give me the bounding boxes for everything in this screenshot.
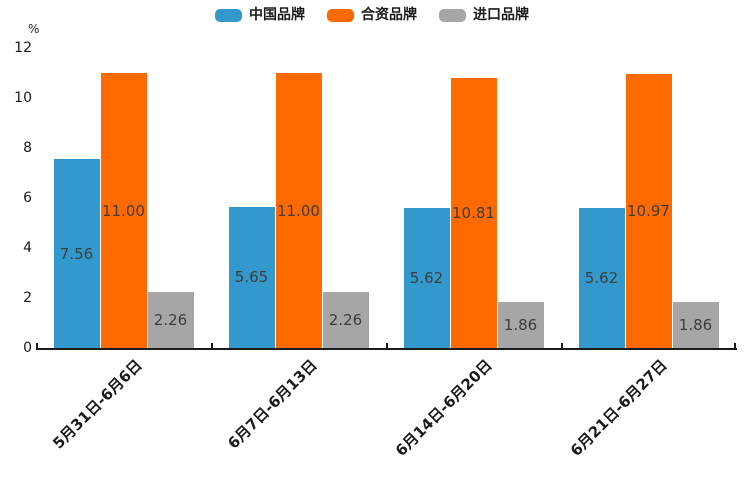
y-tick-label: 10	[14, 90, 32, 106]
bar-value-label: 5.62	[409, 268, 444, 287]
y-tick-label: 2	[23, 290, 32, 306]
y-tick-label: 0	[23, 340, 32, 356]
bar-value-label: 2.26	[328, 310, 363, 329]
legend-item: 中国品牌	[215, 8, 305, 22]
y-tick-label: 4	[23, 240, 32, 256]
legend-label: 合资品牌	[361, 7, 417, 23]
bar-value-label: 10.97	[627, 201, 670, 220]
bar-value-label: 10.81	[452, 203, 495, 222]
bar	[275, 73, 322, 348]
legend-label: 中国品牌	[249, 7, 305, 23]
bar	[403, 207, 450, 348]
x-tick-label: 5月31日-6月6日	[48, 356, 146, 453]
bar-value-label: 2.26	[153, 310, 188, 329]
bar-value-label: 1.86	[678, 315, 713, 334]
x-axis-tick	[734, 343, 736, 349]
y-axis-unit-label: %	[28, 22, 40, 36]
bar	[672, 301, 719, 348]
bar-value-label: 5.65	[234, 268, 269, 287]
legend: 中国品牌 合资品牌 进口品牌	[0, 8, 744, 22]
bar	[53, 159, 100, 348]
x-axis-line	[36, 348, 737, 350]
x-axis-tick	[386, 343, 388, 349]
bar	[322, 291, 369, 348]
bar-value-label: 7.56	[59, 244, 94, 263]
bar	[497, 301, 544, 348]
x-tick-label: 6月21日-6月27日	[566, 356, 671, 460]
x-axis-tick	[36, 343, 38, 349]
legend-swatch-icon	[327, 8, 354, 22]
x-axis-tick	[561, 343, 563, 349]
x-tick-label: 6月14日-6月20日	[391, 356, 496, 460]
legend-swatch-icon	[439, 8, 466, 22]
x-axis-tick	[211, 343, 213, 349]
bar	[147, 291, 194, 348]
legend-item: 进口品牌	[439, 8, 529, 22]
bar-value-label: 5.62	[584, 268, 619, 287]
legend-swatch-icon	[215, 8, 242, 22]
bar	[228, 206, 275, 348]
bar-value-label: 11.00	[102, 201, 145, 220]
legend-label: 进口品牌	[473, 7, 529, 23]
bar	[578, 207, 625, 348]
x-tick-label: 6月7日-6月13日	[223, 356, 321, 453]
bar	[625, 73, 672, 348]
bar-value-label: 1.86	[503, 315, 538, 334]
y-tick-label: 6	[23, 190, 32, 206]
legend-item: 合资品牌	[327, 8, 417, 22]
y-tick-label: 8	[23, 140, 32, 156]
bar-value-label: 11.00	[277, 201, 320, 220]
bar	[450, 77, 497, 348]
y-tick-label: 12	[14, 40, 32, 56]
bar	[100, 73, 147, 348]
